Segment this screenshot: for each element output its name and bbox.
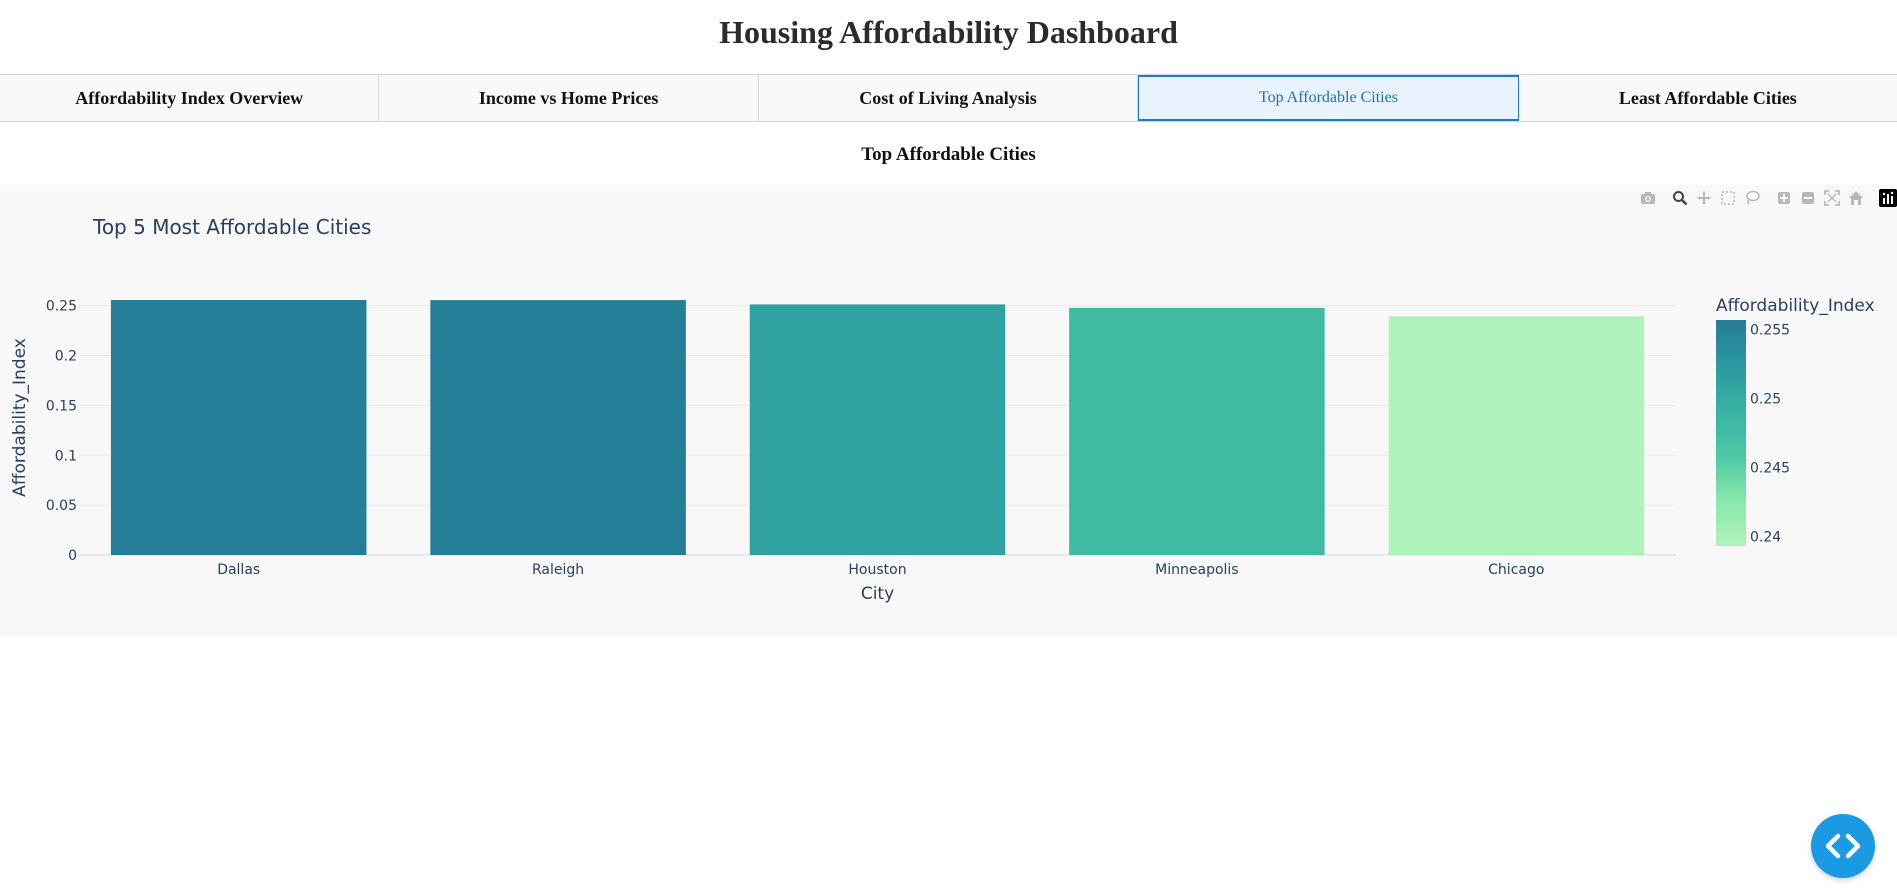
y-tick-label: 0.15 [46,398,77,414]
tab-cost-of-living-analysis[interactable]: Cost of Living Analysis [759,75,1139,121]
camera-icon[interactable] [1636,188,1660,208]
y-axis-title: Affordability_Index [10,338,30,497]
page-title: Housing Affordability Dashboard [719,14,1178,50]
colorbar-tick-label: 0.245 [1750,460,1790,476]
x-tick-label: Minneapolis [1155,562,1238,578]
code-toggle-button[interactable] [1811,814,1875,878]
tab-affordability-index-overview[interactable]: Affordability Index Overview [0,75,380,121]
section-title: Top Affordable Cities [861,144,1036,165]
bar-dallas[interactable] [110,300,367,555]
box-select-icon[interactable] [1716,188,1740,208]
reset-axes-icon[interactable] [1844,188,1868,208]
plotly-logo-icon[interactable] [1876,188,1897,208]
pan-icon[interactable] [1692,188,1716,208]
x-axis-title: City [861,584,894,604]
y-tick-label: 0.2 [55,349,77,365]
y-tick-label: 0.05 [46,498,77,514]
bar-houston[interactable] [749,304,1006,555]
x-tick-label: Chicago [1488,562,1544,578]
code-icon [1825,833,1861,859]
chart-modebar [1636,188,1897,208]
y-tick-label: 0.1 [55,448,77,464]
zoom-out-icon[interactable] [1796,188,1820,208]
colorbar-tick-label: 0.255 [1750,323,1790,339]
tab-top-affordable-cities[interactable]: Top Affordable Cities [1138,75,1519,121]
colorbar [1716,320,1746,546]
x-tick-label: Houston [848,562,906,578]
y-tick-label: 0 [68,548,77,564]
colorbar-tick-label: 0.25 [1750,392,1781,408]
tab-income-vs-home-prices[interactable]: Income vs Home Prices [379,75,759,121]
bar-minneapolis[interactable] [1069,307,1325,555]
zoom-in-icon[interactable] [1772,188,1796,208]
chart-title: Top 5 Most Affordable Cities [92,215,371,239]
bar-raleigh[interactable] [430,300,686,555]
tab-bar: Affordability Index Overview Income vs H… [0,74,1897,122]
colorbar-title: Affordability_Index [1716,296,1875,316]
x-tick-label: Dallas [217,562,260,578]
bar-chart: 0 0.05 0.1 0.15 0.2 0.25 Dallas Raleigh Houston M… [10,215,1875,604]
autoscale-icon[interactable] [1820,188,1844,208]
tab-least-affordable-cities[interactable]: Least Affordable Cities [1618,87,1797,108]
chart-panel: 0 0.05 0.1 0.15 0.2 0.25 Dallas Raleigh Houston M… [0,185,1897,635]
lasso-icon[interactable] [1740,188,1764,208]
x-tick-label: Raleigh [532,562,584,578]
colorbar-tick-label: 0.24 [1750,529,1781,545]
bar-chicago[interactable] [1388,316,1645,555]
y-tick-label: 0.25 [46,299,77,315]
zoom-icon[interactable] [1668,188,1692,208]
